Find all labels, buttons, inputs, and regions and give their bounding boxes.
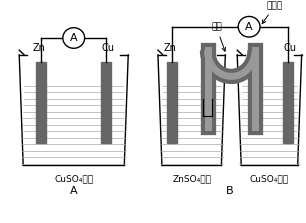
Text: Zn: Zn — [33, 43, 46, 53]
Text: ZnSO₄溶液: ZnSO₄溶液 — [172, 175, 211, 184]
Text: Cu: Cu — [283, 43, 296, 53]
Bar — [102, 62, 111, 143]
Text: 盐桥: 盐桥 — [211, 23, 226, 51]
Circle shape — [63, 28, 85, 48]
Bar — [167, 62, 177, 143]
Text: CuSO₄溶液: CuSO₄溶液 — [54, 175, 93, 184]
Text: Zn: Zn — [163, 43, 176, 53]
Text: A: A — [70, 186, 77, 196]
Bar — [283, 62, 293, 143]
Text: Cu: Cu — [102, 43, 115, 53]
Circle shape — [238, 17, 260, 37]
Text: A: A — [245, 22, 253, 32]
Text: CuSO₄溶液: CuSO₄溶液 — [250, 175, 289, 184]
Text: A: A — [70, 33, 77, 43]
Text: B: B — [226, 186, 233, 196]
Text: 电流表: 电流表 — [262, 1, 283, 24]
Bar — [36, 62, 46, 143]
